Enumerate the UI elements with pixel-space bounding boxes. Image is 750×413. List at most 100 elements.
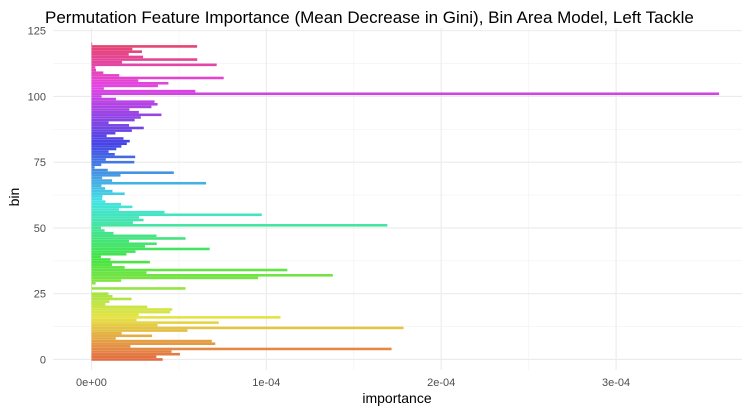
bar-bin-32 xyxy=(91,274,333,277)
bar-bin-21 xyxy=(91,302,106,306)
bar-bin-110 xyxy=(91,68,97,72)
bar-bin-42 xyxy=(91,247,210,251)
bar-bin-94 xyxy=(91,110,139,114)
bar-bin-120 xyxy=(91,42,93,46)
bar-bin-68 xyxy=(91,179,113,182)
bar-bin-14 xyxy=(91,321,219,324)
bar-bin-22 xyxy=(91,300,110,303)
x-axis-title: importance xyxy=(362,390,431,406)
bar-bin-5 xyxy=(91,345,131,348)
bar-bin-69 xyxy=(91,176,103,180)
bar-bin-88 xyxy=(91,126,144,130)
bar-bin-50 xyxy=(91,226,101,230)
bar-bin-45 xyxy=(91,239,130,243)
bar-bin-35 xyxy=(91,266,125,269)
bar-bin-115 xyxy=(91,55,144,59)
bar-bin-80 xyxy=(91,147,117,151)
bar-bin-9 xyxy=(91,334,152,338)
bar-bin-62 xyxy=(91,195,103,198)
y-tick-label: 0 xyxy=(40,354,46,366)
bar-bin-93 xyxy=(91,113,162,117)
bar-bin-12 xyxy=(91,326,404,330)
bar-bin-92 xyxy=(91,116,141,119)
x-tick-label: 1e-04 xyxy=(252,377,280,389)
y-tick-label: 25 xyxy=(34,289,46,301)
bar-bin-102 xyxy=(91,89,196,93)
bar-bin-54 xyxy=(91,216,140,219)
bar-bin-81 xyxy=(91,145,122,148)
bar-bin-47 xyxy=(91,234,157,238)
x-tick-label: 2e-04 xyxy=(427,377,455,389)
bar-bin-38 xyxy=(91,258,111,261)
bar-bin-90 xyxy=(91,121,109,124)
bar-bin-77 xyxy=(91,155,136,159)
bar-bin-49 xyxy=(91,229,105,232)
bar-bin-101 xyxy=(91,92,720,96)
bar-bin-74 xyxy=(91,163,102,167)
bar-bin-85 xyxy=(91,134,107,138)
bar-bin-104 xyxy=(91,84,158,88)
bar-bin-19 xyxy=(91,308,173,311)
bar-bin-117 xyxy=(91,50,143,53)
bar-bin-87 xyxy=(91,129,132,132)
bar-bin-51 xyxy=(91,224,388,227)
bar-bin-0 xyxy=(91,358,163,361)
bar-bin-17 xyxy=(91,313,139,317)
y-axis-ticks: 0 25 50 75 100 125 xyxy=(28,26,46,367)
bar-bin-58 xyxy=(91,205,133,209)
bar-bin-2 xyxy=(91,352,180,356)
minor-gridlines xyxy=(53,28,742,370)
bar-bin-100 xyxy=(91,95,102,98)
bar-bin-66 xyxy=(91,184,102,188)
bar-bin-16 xyxy=(91,316,281,319)
bar-bin-23 xyxy=(91,297,132,301)
bar-bin-37 xyxy=(91,260,150,264)
bar-bin-52 xyxy=(91,221,133,224)
bar-bin-29 xyxy=(91,281,96,285)
y-tick-label: 125 xyxy=(28,26,46,38)
bar-bin-10 xyxy=(91,331,122,335)
bar-bin-70 xyxy=(91,174,121,177)
bar-bin-55 xyxy=(91,213,262,217)
bar-bin-53 xyxy=(91,218,144,222)
bar-bin-25 xyxy=(91,292,109,295)
bar-bin-75 xyxy=(91,160,135,164)
bar-bin-40 xyxy=(91,252,127,256)
bar-bin-59 xyxy=(91,202,122,206)
bars-group xyxy=(91,42,720,361)
bar-bin-72 xyxy=(91,168,108,172)
bar-bin-114 xyxy=(91,58,198,61)
bar-bin-105 xyxy=(91,81,169,85)
bar-bin-108 xyxy=(91,74,120,77)
bar-bin-48 xyxy=(91,231,114,235)
bar-bin-71 xyxy=(91,171,174,174)
bar-bin-41 xyxy=(91,250,136,253)
y-tick-label: 100 xyxy=(28,91,46,103)
bar-bin-116 xyxy=(91,53,129,56)
bar-bin-24 xyxy=(91,295,113,298)
bar-bin-63 xyxy=(91,192,125,196)
bar-bin-15 xyxy=(91,318,137,322)
bar-bin-46 xyxy=(91,237,186,240)
bar-bin-109 xyxy=(91,71,104,75)
bar-bin-79 xyxy=(91,150,109,153)
bar-bin-82 xyxy=(91,142,127,146)
y-tick-label: 75 xyxy=(34,157,46,169)
bar-bin-27 xyxy=(91,287,186,290)
bar-bin-107 xyxy=(91,76,224,80)
y-tick-label: 50 xyxy=(34,223,46,235)
bar-bin-86 xyxy=(91,131,116,135)
bar-bin-3 xyxy=(91,350,172,353)
bar-bin-1 xyxy=(91,355,157,359)
bar-bin-112 xyxy=(91,63,217,67)
bar-bin-13 xyxy=(91,323,158,327)
bar-bin-99 xyxy=(91,97,116,101)
bar-bin-44 xyxy=(91,242,157,246)
bar-bin-60 xyxy=(91,200,106,203)
x-axis-ticks: 0e+00 1e-04 2e-04 3e-04 xyxy=(76,377,630,389)
bar-bin-76 xyxy=(91,158,106,161)
bar-bin-56 xyxy=(91,210,165,214)
bar-bin-84 xyxy=(91,137,124,140)
